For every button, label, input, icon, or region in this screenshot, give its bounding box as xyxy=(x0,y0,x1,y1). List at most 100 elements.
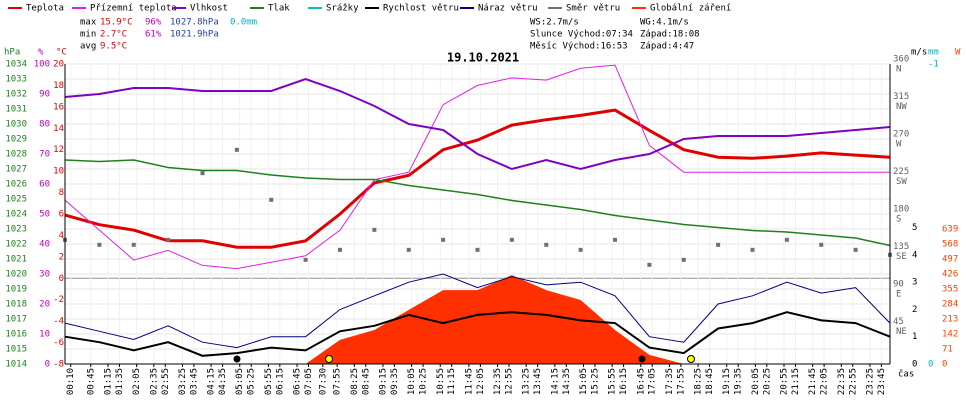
y-tick-label: 50 xyxy=(39,210,50,220)
x-tick-label: 18:25 xyxy=(694,368,704,395)
x-tick-label: 00:10 xyxy=(66,368,76,395)
x-tick-label: 04:15 xyxy=(207,368,217,395)
x-tick-label: 22:05 xyxy=(820,368,830,395)
series-point xyxy=(819,242,824,247)
y-tick-label: 14 xyxy=(53,124,64,134)
y-tick-label: 315 xyxy=(893,92,909,102)
y-tick-label: 426 xyxy=(942,270,958,280)
series-point xyxy=(681,257,686,262)
series-line xyxy=(64,311,891,357)
series-point xyxy=(853,247,858,252)
y-tick-label: 225 xyxy=(893,167,909,177)
chart-title: 19.10.2021 xyxy=(447,51,519,65)
y-tick-label: 12 xyxy=(53,145,64,155)
x-tick-label: 11:45 xyxy=(464,368,474,395)
series-line xyxy=(64,64,890,270)
series-point xyxy=(784,237,789,242)
series-point xyxy=(200,171,205,176)
series-point xyxy=(269,197,274,202)
series-point xyxy=(372,227,377,232)
y-tick-label: 639 xyxy=(942,225,958,235)
x-tick-label: 00:45 xyxy=(86,368,96,395)
y-tick-label: 20 xyxy=(39,300,50,310)
legend-label: Rychlost větru xyxy=(383,4,459,14)
y-tick-label: 1016 xyxy=(5,330,27,340)
y-tick-label: -4 xyxy=(53,317,64,327)
x-tick-label: 16:45 xyxy=(636,368,646,395)
compass-label: SW xyxy=(896,177,907,187)
y-tick-label: 71 xyxy=(942,345,953,355)
x-tick-label: 10:25 xyxy=(419,368,429,395)
axis-unit: hPa xyxy=(4,48,20,58)
x-tick-label: 05:25 xyxy=(247,368,257,395)
y-tick-label: 1018 xyxy=(5,300,27,310)
stat-value: 1027.8hPa xyxy=(170,18,219,28)
series-point xyxy=(750,247,755,252)
x-tick-label: 09:15 xyxy=(378,368,388,395)
series-point xyxy=(303,257,308,262)
series-point xyxy=(234,147,239,152)
y-tick-label: 16 xyxy=(53,102,64,112)
series-point xyxy=(475,247,480,252)
x-tick-label: 12:55 xyxy=(505,368,515,395)
y-tick-label: 1019 xyxy=(5,285,27,295)
info-text: Západ:4:47 xyxy=(640,42,694,52)
stat-value: 15.9°C xyxy=(100,18,133,28)
compass-label: NE xyxy=(896,327,907,337)
y-tick-label: 2 xyxy=(59,252,64,262)
moon-marker xyxy=(638,355,646,363)
y-tick-label: 0 xyxy=(912,360,917,370)
legend-label: Globální záření xyxy=(650,4,731,14)
y-tick-label: 1027 xyxy=(5,165,27,175)
x-tick-label: 21:15 xyxy=(791,368,801,395)
x-tick-label: 17:05 xyxy=(648,368,658,395)
y-tick-label: 60 xyxy=(39,180,50,190)
y-tick-label: 6 xyxy=(59,210,64,220)
y-tick-label: 10 xyxy=(39,330,50,340)
y-tick-label: 0 xyxy=(59,274,64,284)
y-tick-label: 135 xyxy=(893,242,909,252)
compass-label: E xyxy=(896,290,901,300)
y-tick-label: 18 xyxy=(53,81,64,91)
stat-value: 61% xyxy=(145,30,162,40)
legend-label: Tlak xyxy=(268,4,290,14)
y-tick-label: 30 xyxy=(39,270,50,280)
moon-marker xyxy=(233,355,241,363)
x-tick-label: 17:55 xyxy=(676,368,686,395)
x-tick-label: 22:55 xyxy=(848,368,858,395)
y-tick-label: 0 xyxy=(942,360,947,370)
stat-value: 2.7°C xyxy=(100,30,127,40)
x-tick-label: 20:05 xyxy=(751,368,761,395)
x-tick-label: 09:35 xyxy=(390,368,400,395)
compass-label: S xyxy=(896,215,901,225)
series-point xyxy=(441,237,446,242)
y-tick-label: 10 xyxy=(53,167,64,177)
axis-unit: mm xyxy=(928,48,939,58)
y-tick-label: 284 xyxy=(942,300,958,310)
y-tick-label: 1033 xyxy=(5,75,27,85)
y-tick-label: -8 xyxy=(53,360,64,370)
info-text: WG:4.1m/s xyxy=(640,18,689,28)
x-tick-label: 10:05 xyxy=(407,368,417,395)
x-tick-label: 07:05 xyxy=(304,368,314,395)
stat-value: 96% xyxy=(145,18,162,28)
y-tick-label: 5 xyxy=(912,223,917,233)
y-tick-label: 0 xyxy=(45,360,50,370)
y-tick-label: 1017 xyxy=(5,315,27,325)
series-point xyxy=(613,237,617,242)
x-tick-label: 02:05 xyxy=(132,368,142,395)
y-tick-label: 497 xyxy=(942,255,958,265)
stat-label: avg xyxy=(80,42,96,52)
legend-label: Náraz větru xyxy=(478,4,538,14)
y-tick-label: 1034 xyxy=(5,60,27,70)
compass-label: NW xyxy=(896,102,907,112)
y-tick-label: 3 xyxy=(912,278,917,288)
x-tick-label: 17:35 xyxy=(665,368,675,395)
y-tick-label: 45 xyxy=(893,317,904,327)
x-tick-label: 19:15 xyxy=(722,368,732,395)
y-tick-label: -6 xyxy=(53,338,64,348)
legend-label: Teplota xyxy=(26,4,64,14)
y-tick-label: 1026 xyxy=(5,180,27,190)
x-axis-label: čas xyxy=(898,369,914,380)
x-tick-label: 01:35 xyxy=(115,368,125,395)
